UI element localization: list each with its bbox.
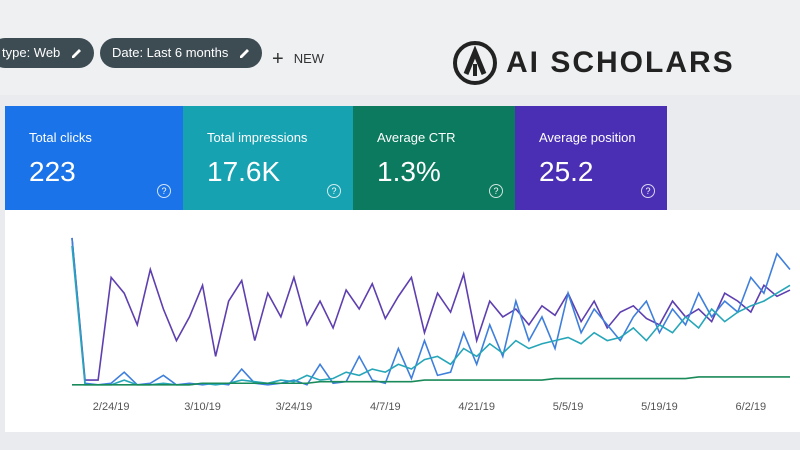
new-label: NEW [293,51,325,66]
card-label: Total impressions [207,130,308,145]
logo: AI SCHOLARS [452,38,735,88]
filter-chip[interactable]: Date: Last 6 months [100,38,263,68]
x-tick-label: 3/10/19 [184,401,221,413]
new-button[interactable]: + NEW [272,48,325,70]
metric-card[interactable]: Average position 25.2? [515,106,667,210]
help-icon[interactable]: ? [157,184,171,198]
logo-text: AI SCHOLARS [506,46,735,79]
card-value: 25.2 [539,156,594,187]
metric-card[interactable]: Average CTR 1.3%? [353,106,515,210]
card-label: Average CTR [377,130,456,145]
card-label: Average position [539,130,636,145]
metric-card[interactable]: Total impressions 17.6K? [183,106,353,210]
card-value: 223 [29,156,76,187]
filter-chip[interactable]: type: Web [0,38,95,68]
card-label: Total clicks [29,130,92,145]
x-tick-label: 6/2/19 [736,401,767,413]
logo-icon [453,41,497,85]
metric-card[interactable]: Total clicks 223? [5,106,183,210]
x-tick-label: 4/21/19 [458,401,495,413]
help-icon[interactable]: ? [489,184,503,198]
card-value: 17.6K [207,156,281,187]
chip-label: Date: Last 6 months [112,45,229,60]
x-tick-label: 5/5/19 [553,401,584,413]
chart: 2/24/19 3/10/19 3/24/19 4/7/19 4/21/19 5/5/19… [71,237,791,413]
x-tick-label: 3/24/19 [276,401,313,413]
series-line [71,237,791,381]
help-icon[interactable]: ? [327,184,341,198]
x-tick-label: 5/19/19 [641,401,678,413]
x-tick-label: 4/7/19 [370,401,401,413]
card-value: 1.3% [377,156,441,187]
chip-label: type: Web [2,45,61,60]
toolbar: type: Web Date: Last 6 months + NEW AI SC… [0,0,800,95]
help-icon[interactable]: ? [641,184,655,198]
edit-icon [240,49,250,58]
edit-icon [72,49,82,58]
x-tick-label: 2/24/19 [93,401,130,413]
series-line [72,376,790,386]
